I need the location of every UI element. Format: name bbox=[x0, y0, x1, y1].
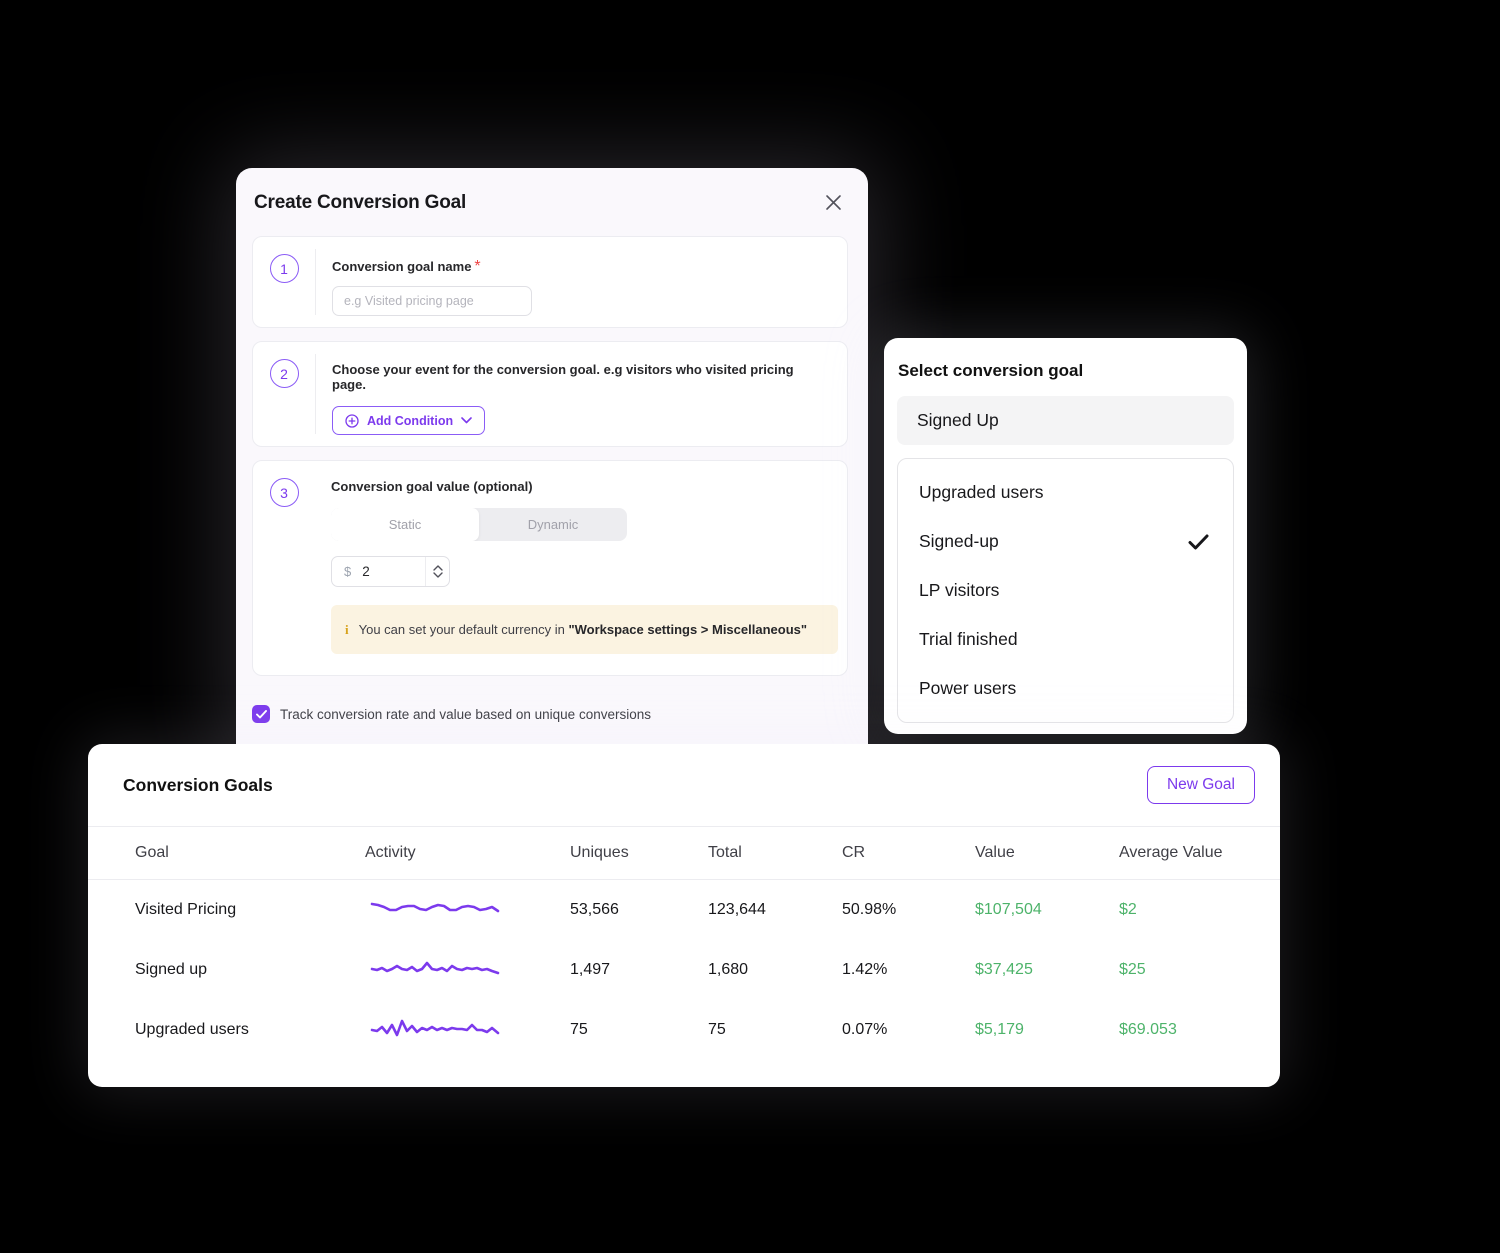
option-signed-up[interactable]: Signed-up bbox=[898, 517, 1233, 566]
step-3-card: 3 Conversion goal value (optional) Stati… bbox=[252, 460, 848, 676]
option-upgraded-users[interactable]: Upgraded users bbox=[919, 482, 1044, 502]
cr-value: 1.42% bbox=[842, 961, 888, 978]
goal-value-input[interactable]: $ 2 bbox=[331, 556, 450, 587]
col-goal: Goal bbox=[135, 844, 169, 861]
value-amount: $107,504 bbox=[975, 901, 1042, 918]
step-1-number: 1 bbox=[269, 254, 299, 283]
average-value-amount: $25 bbox=[1119, 961, 1146, 978]
create-conversion-goal-modal: Create Conversion Goal 1 Conversion goal… bbox=[236, 168, 868, 760]
conversion-goals-card: Conversion Goals New Goal Goal Activity … bbox=[88, 744, 1280, 1087]
info-icon: i bbox=[345, 621, 349, 637]
step-3-number: 3 bbox=[269, 478, 299, 507]
value-stepper bbox=[425, 557, 449, 586]
goal-name: Upgraded users bbox=[135, 1021, 249, 1038]
add-condition-button[interactable]: Add Condition bbox=[332, 406, 486, 435]
select-panel-title: Select conversion goal bbox=[898, 361, 1084, 380]
total-value: 123,644 bbox=[708, 901, 766, 918]
uniques-value: 1,497 bbox=[570, 961, 611, 978]
goal-name-label: Conversion goal name bbox=[332, 259, 472, 274]
currency-symbol: $ bbox=[344, 564, 352, 579]
col-cr: CR bbox=[842, 844, 866, 861]
table-header-row: Goal Activity Uniques Total CR Value Ave… bbox=[88, 827, 1280, 880]
info-text: You can set your default currency in bbox=[358, 622, 569, 637]
choose-event-label: Choose your event for the conversion goa… bbox=[332, 362, 794, 392]
add-condition-label: Add Condition bbox=[367, 413, 454, 428]
total-value: 75 bbox=[708, 1021, 726, 1038]
cr-value: 50.98% bbox=[842, 901, 897, 918]
uniques-value: 53,566 bbox=[570, 901, 619, 918]
total-value: 1,680 bbox=[708, 961, 749, 978]
col-uniques: Uniques bbox=[570, 844, 629, 861]
goal-options-list: Upgraded users Signed-up LP visitors Tri… bbox=[897, 458, 1234, 723]
value-amount: $5,179 bbox=[975, 1021, 1024, 1038]
value-type-tabs: Static Dynamic bbox=[331, 508, 627, 541]
cr-value: 0.07% bbox=[842, 1021, 888, 1038]
uniques-value: 75 bbox=[570, 1021, 588, 1038]
table-row[interactable]: Upgraded users 75 75 0.07% $5,179 $69.05… bbox=[88, 1000, 1280, 1060]
col-value: Value bbox=[975, 844, 1015, 861]
step-1-card: 1 Conversion goal name * bbox=[252, 236, 848, 328]
check-icon bbox=[1188, 534, 1209, 550]
average-value-amount: $69.053 bbox=[1119, 1021, 1177, 1038]
selected-goal-field[interactable]: Signed Up bbox=[897, 396, 1234, 445]
unique-conversions-row: Track conversion rate and value based on… bbox=[252, 705, 651, 723]
conversion-goals-title: Conversion Goals bbox=[123, 774, 273, 795]
col-activity: Activity bbox=[365, 844, 416, 861]
currency-info-banner: i You can set your default currency in "… bbox=[331, 605, 838, 654]
activity-sparkline bbox=[370, 902, 500, 913]
unique-conversions-checkbox[interactable] bbox=[252, 705, 270, 723]
modal-title: Create Conversion Goal bbox=[254, 192, 467, 213]
divider bbox=[315, 354, 316, 434]
divider bbox=[315, 249, 316, 315]
goal-value-text: 2 bbox=[362, 564, 370, 579]
option-lp-visitors[interactable]: LP visitors bbox=[919, 580, 1000, 600]
average-value-amount: $2 bbox=[1119, 901, 1137, 918]
col-average-value: Average Value bbox=[1119, 844, 1223, 861]
stepper-down-icon[interactable] bbox=[432, 572, 443, 578]
select-conversion-goal-panel: Select conversion goal Signed Up Upgrade… bbox=[884, 338, 1247, 734]
required-asterisk: * bbox=[474, 258, 481, 275]
goal-name-input[interactable] bbox=[332, 286, 532, 316]
value-amount: $37,425 bbox=[975, 961, 1033, 978]
step-2-number: 2 bbox=[269, 359, 299, 388]
info-text-bold: "Workspace settings > Miscellaneous" bbox=[568, 622, 808, 637]
activity-sparkline bbox=[370, 961, 500, 975]
chevron-down-icon bbox=[461, 417, 472, 424]
goal-value-label: Conversion goal value (optional) bbox=[331, 479, 533, 494]
col-total: Total bbox=[708, 844, 742, 861]
activity-sparkline bbox=[370, 1019, 500, 1037]
step-2-card: 2 Choose your event for the conversion g… bbox=[252, 341, 848, 447]
circle-plus-icon bbox=[345, 413, 359, 428]
option-trial-finished[interactable]: Trial finished bbox=[919, 629, 1018, 649]
table-row[interactable]: Visited Pricing 53,566 123,644 50.98% $1… bbox=[88, 880, 1280, 940]
tab-dynamic[interactable]: Dynamic bbox=[527, 517, 579, 532]
option-power-users[interactable]: Power users bbox=[919, 678, 1017, 698]
table-row[interactable]: Signed up 1,497 1,680 1.42% $37,425 $25 bbox=[88, 940, 1280, 1000]
stepper-up-icon[interactable] bbox=[432, 565, 443, 571]
new-goal-button[interactable]: New Goal bbox=[1146, 766, 1255, 804]
tab-static[interactable]: Static bbox=[331, 508, 479, 541]
close-icon[interactable] bbox=[823, 192, 844, 213]
goal-name: Signed up bbox=[135, 961, 208, 978]
goal-name: Visited Pricing bbox=[135, 901, 237, 918]
unique-conversions-label: Track conversion rate and value based on… bbox=[280, 706, 651, 722]
